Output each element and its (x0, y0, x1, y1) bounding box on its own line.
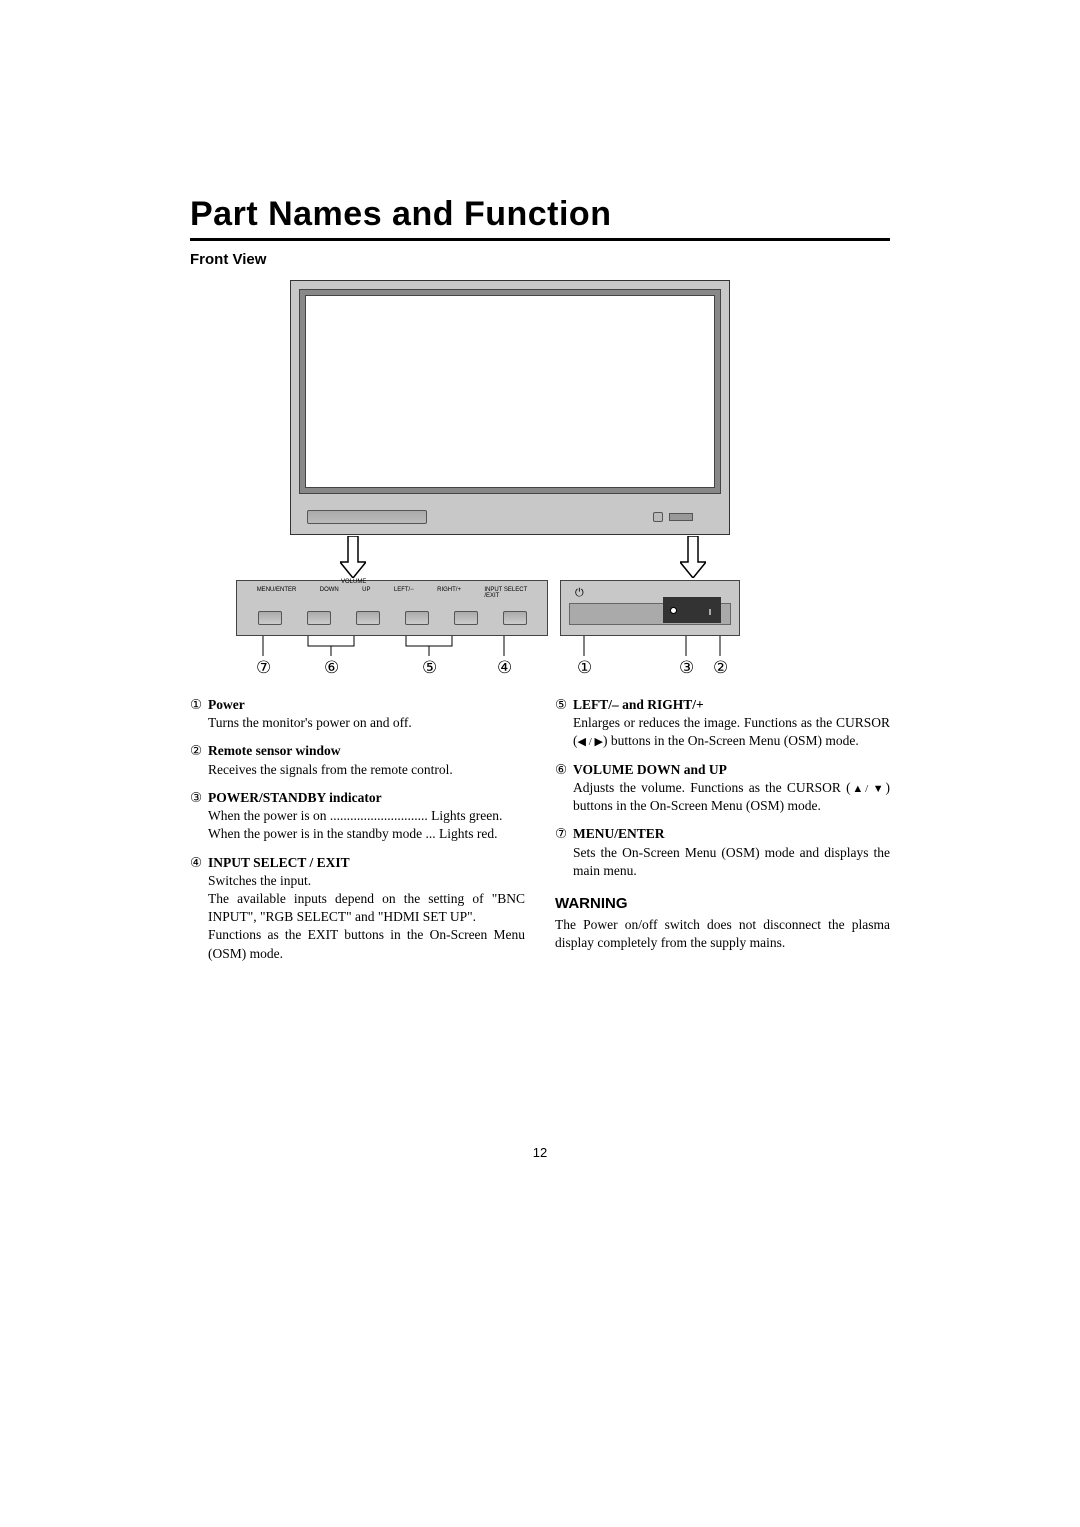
power-button-icon (653, 512, 663, 522)
callout-1: ① (577, 658, 592, 678)
item-title: MENU/ENTER (573, 826, 665, 841)
button-panel-detail: VOLUME MENU/ENTER DOWN UP LEFT/− RIGHT/+… (236, 580, 548, 636)
item-title: VOLUME DOWN and UP (573, 762, 727, 777)
item-num: ⑥ (555, 761, 573, 779)
item-title: LEFT/– and RIGHT/+ (573, 697, 704, 712)
item-menu-enter: ⑦MENU/ENTER Sets the On-Screen Menu (OSM… (555, 825, 890, 880)
item-num: ⑦ (555, 825, 573, 843)
item-input-select: ④INPUT SELECT / EXIT Switches the input.… (190, 854, 525, 963)
page-number: 12 (0, 1145, 1080, 1160)
cursor-up-icon: ▲ (851, 783, 866, 795)
item-body: Sets the On-Screen Menu (OSM) mode and d… (555, 844, 890, 880)
right-column: ⑤LEFT/– and RIGHT/+ Enlarges or reduces … (555, 696, 890, 973)
item-left-right: ⑤LEFT/– and RIGHT/+ Enlarges or reduces … (555, 696, 890, 751)
description-columns: ①Power Turns the monitor's power on and … (190, 696, 890, 973)
panel-button (258, 611, 282, 625)
warning-heading: WARNING (555, 894, 890, 914)
cursor-down-icon: / ▼ (865, 783, 885, 795)
item-num: ① (190, 696, 208, 714)
item-title: INPUT SELECT / EXIT (208, 855, 350, 870)
item-body-line: When the power is on ...................… (190, 807, 525, 825)
item-remote-sensor: ②Remote sensor window Receives the signa… (190, 742, 525, 778)
item-num: ② (190, 742, 208, 760)
item-body: Adjusts the volume. Functions as the CUR… (555, 779, 890, 815)
item-power: ①Power Turns the monitor's power on and … (190, 696, 525, 732)
callout-7: ⑦ (256, 658, 271, 678)
item-title: POWER/STANDBY indicator (208, 790, 382, 805)
power-icon: ⏻ (575, 587, 584, 600)
page-title: Part Names and Function (190, 195, 890, 234)
front-power-cluster (653, 510, 713, 524)
label-menu-enter: MENU/ENTER (257, 587, 297, 599)
item-body: Switches the input.The available inputs … (190, 872, 525, 963)
left-column: ①Power Turns the monitor's power on and … (190, 696, 525, 973)
label-right: RIGHT/+ (437, 587, 461, 599)
callout-3: ③ (679, 658, 694, 678)
monitor-screen (305, 295, 715, 488)
label-up: UP (362, 587, 370, 599)
section-heading: Front View (190, 251, 890, 268)
callout-5: ⑤ (422, 658, 437, 678)
item-body: Enlarges or reduces the image. Functions… (555, 714, 890, 750)
monitor-outline (290, 280, 730, 535)
warning-text: The Power on/off switch does not disconn… (555, 916, 890, 952)
panel-button (503, 611, 527, 625)
title-rule (190, 238, 890, 241)
led-window-icon (669, 513, 693, 521)
manual-page: Part Names and Function Front View VOLUM… (190, 195, 890, 973)
detail-panels: VOLUME MENU/ENTER DOWN UP LEFT/− RIGHT/+… (236, 580, 846, 640)
front-view-diagram: VOLUME MENU/ENTER DOWN UP LEFT/− RIGHT/+… (190, 280, 890, 670)
panel-button (356, 611, 380, 625)
callout-arrow-icon (340, 536, 366, 578)
callout-4: ④ (497, 658, 512, 678)
callout-6: ⑥ (324, 658, 339, 678)
item-volume: ⑥VOLUME DOWN and UP Adjusts the volume. … (555, 761, 890, 816)
sensor-slit-icon (709, 609, 711, 615)
leader-lines (236, 636, 846, 660)
label-down: DOWN (320, 587, 339, 599)
panel-button (454, 611, 478, 625)
volume-label: VOLUME (341, 579, 366, 585)
panel-button (405, 611, 429, 625)
power-panel-detail: ⏻ (560, 580, 740, 636)
item-body: Receives the signals from the remote con… (190, 761, 525, 779)
callout-arrow-icon (680, 536, 706, 578)
item-title: Remote sensor window (208, 743, 341, 758)
label-input-select: INPUT SELECT/EXIT (484, 587, 527, 599)
item-body-line: When the power is in the standby mode ..… (190, 825, 525, 843)
item-body: Turns the monitor's power on and off. (190, 714, 525, 732)
indicator-led-icon (670, 607, 677, 614)
item-num: ⑤ (555, 696, 573, 714)
item-num: ④ (190, 854, 208, 872)
item-standby-indicator: ③POWER/STANDBY indicator When the power … (190, 789, 525, 844)
item-num: ③ (190, 789, 208, 807)
item-title: Power (208, 697, 245, 712)
label-left: LEFT/− (394, 587, 414, 599)
callout-2: ② (713, 658, 728, 678)
cursor-left-right-icon: ◀ / ▶ (578, 736, 603, 748)
panel-button (307, 611, 331, 625)
callout-numbers: ⑦ ⑥ ⑤ ④ ① ③ ② (236, 658, 846, 680)
front-button-cluster (307, 510, 427, 524)
